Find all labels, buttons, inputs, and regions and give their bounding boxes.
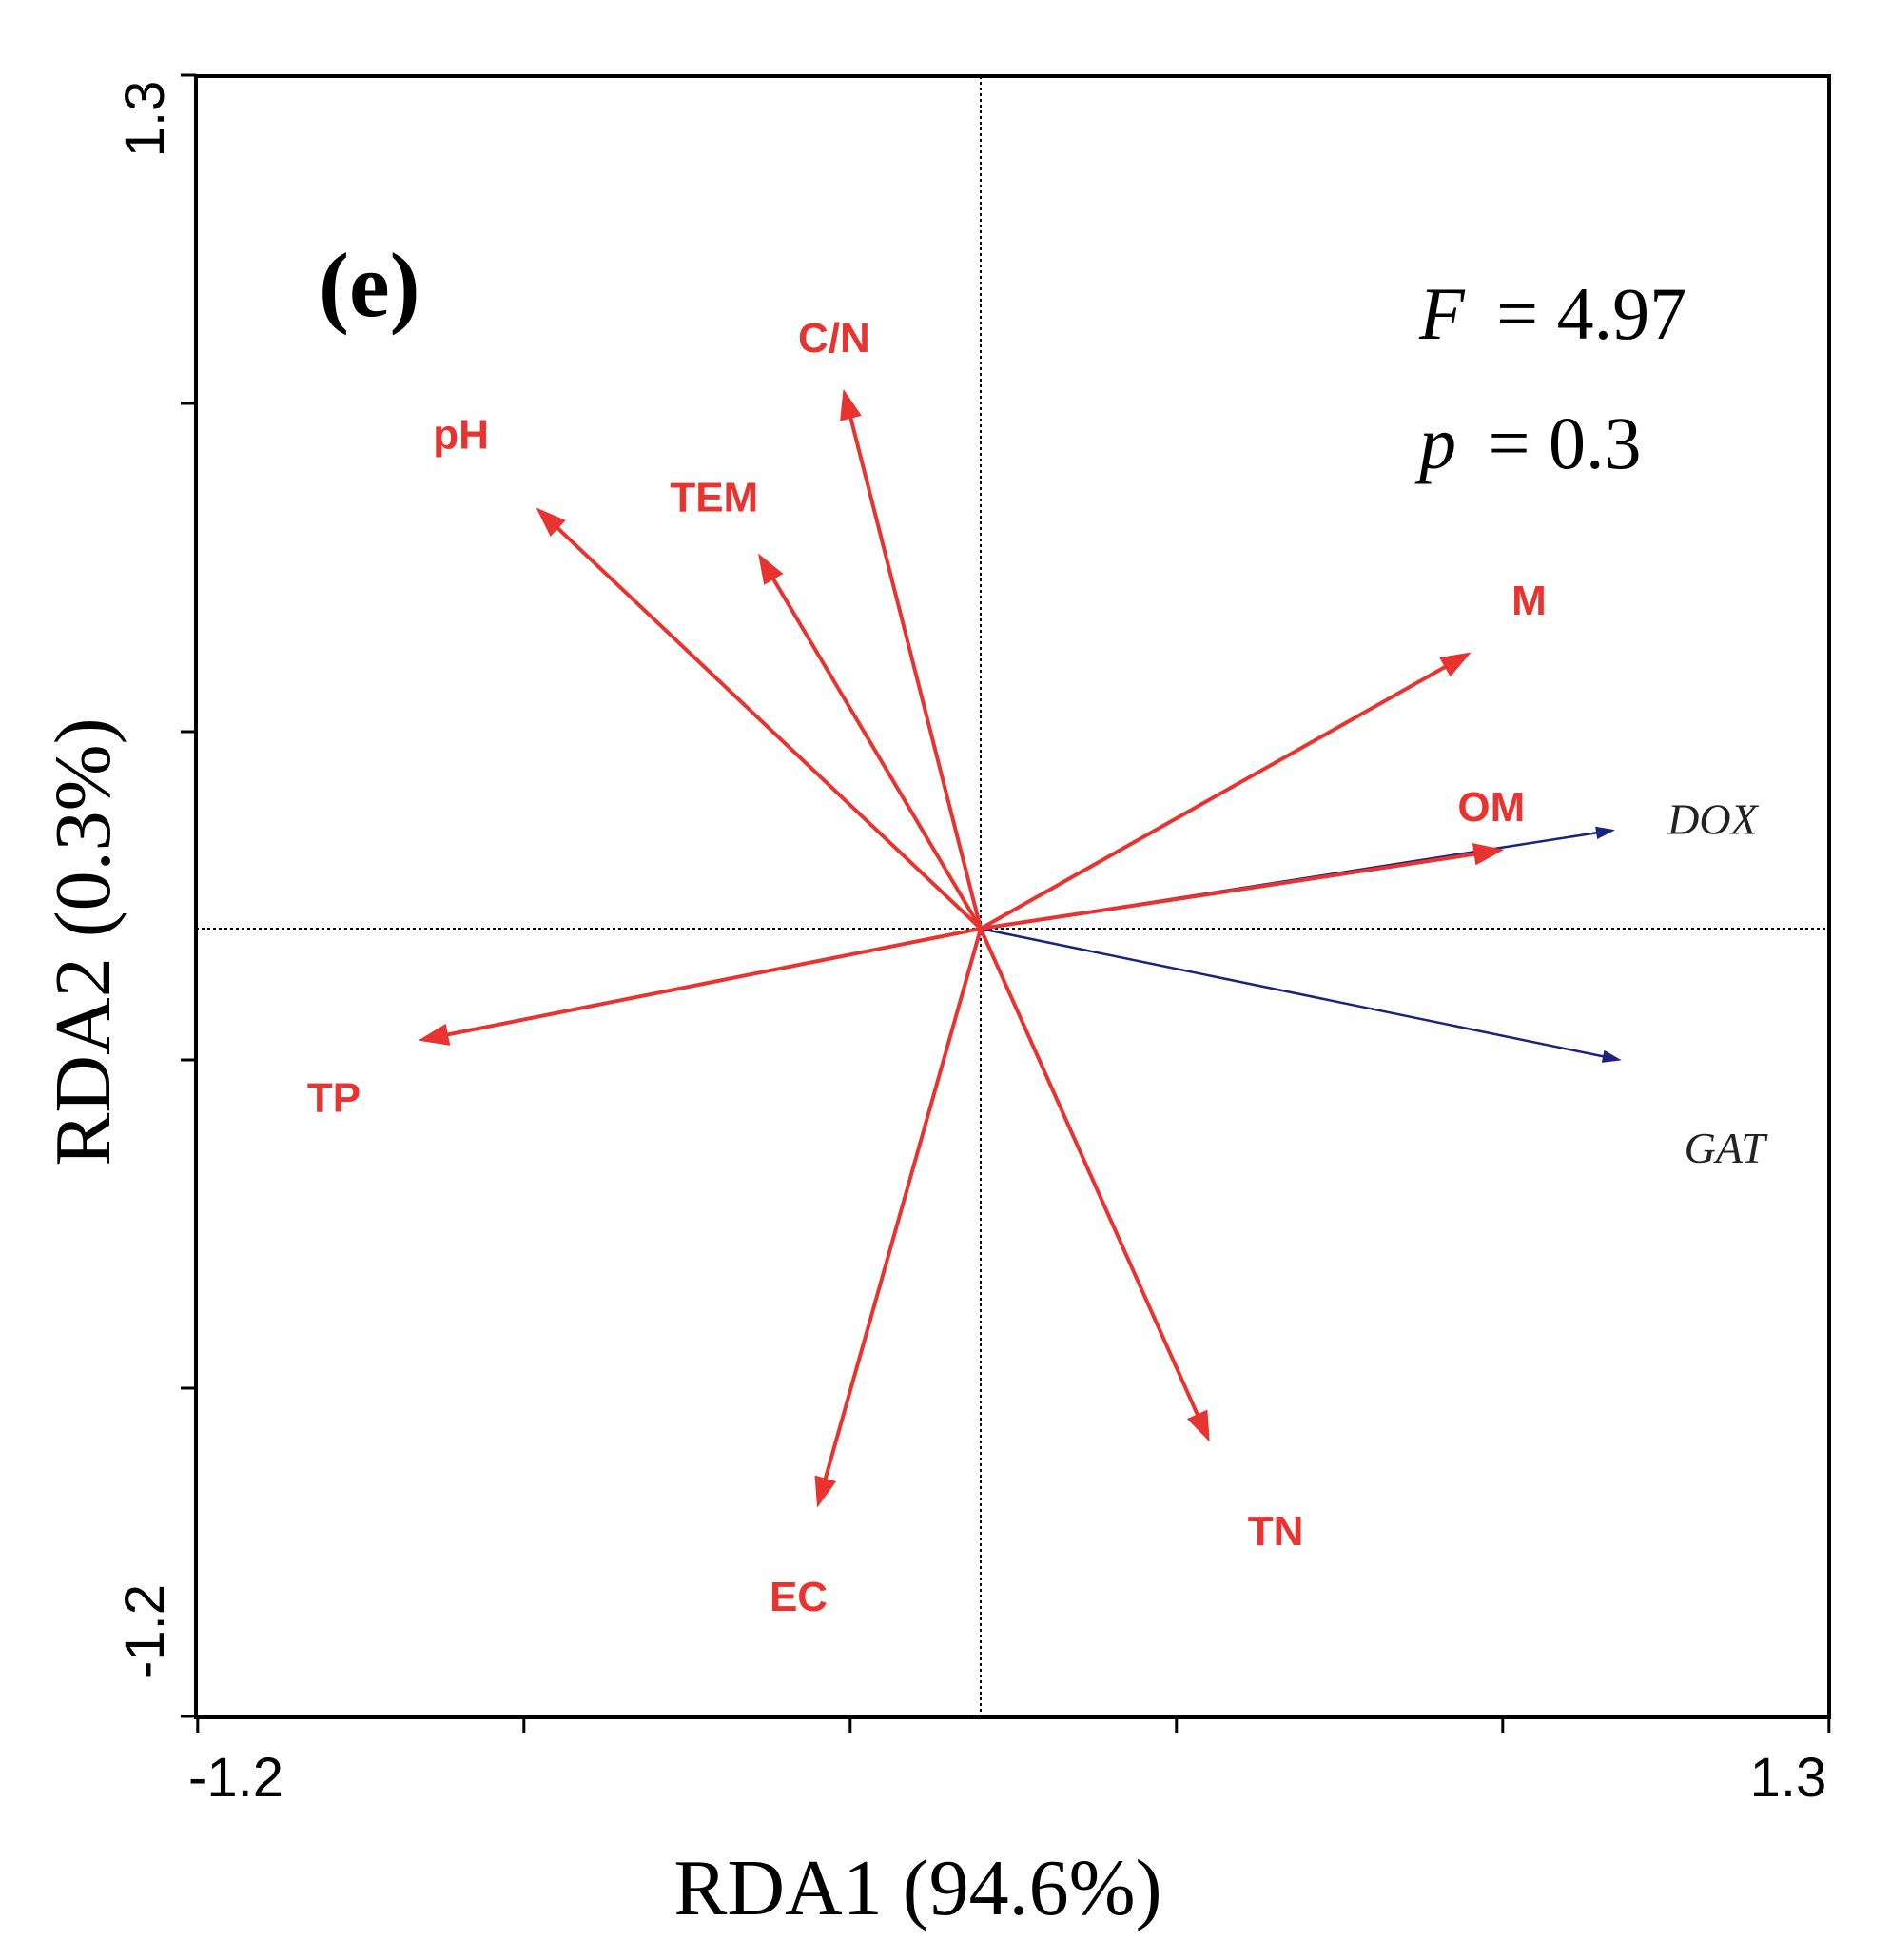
env-vector-tp-label: TP xyxy=(307,1074,361,1121)
y-axis-title: RDA2 (0.3%) xyxy=(39,717,127,1166)
env-vector-c-n-arrowhead xyxy=(840,388,862,421)
env-vector-tem-line xyxy=(771,578,983,931)
env-vector-ec-label: EC xyxy=(770,1574,828,1620)
env-vector-ph-label: pH xyxy=(433,411,489,458)
env-vector-om-arrowhead xyxy=(1472,843,1505,866)
f-value: = 4.97 xyxy=(1496,272,1686,355)
env-vector-tem-label: TEM xyxy=(670,475,758,521)
env-vector-ph-line xyxy=(556,526,983,931)
env-vector-m-line xyxy=(980,665,1447,931)
env-vector-ph-arrowhead xyxy=(536,507,566,537)
x-tick-label-min: -1.2 xyxy=(188,1747,283,1809)
env-vector-tn-arrowhead xyxy=(1186,1409,1210,1442)
env-vector-m-label: M xyxy=(1511,578,1547,624)
panel-label: (e) xyxy=(319,234,420,336)
species-vector-dox-label: DOX xyxy=(1667,795,1759,844)
p-value: = 0.3 xyxy=(1489,402,1642,484)
env-vector-c-n-line xyxy=(848,417,983,930)
p-symbol: p xyxy=(1414,402,1456,484)
env-vector-m-arrowhead xyxy=(1439,652,1472,677)
env-vector-tn-line xyxy=(979,928,1199,1416)
species-vector-dox-arrowhead xyxy=(1595,826,1615,839)
plot-frame xyxy=(194,74,1831,1719)
env-vector-tn-label: TN xyxy=(1248,1508,1304,1555)
y-tick-label-min: -1.2 xyxy=(114,1584,176,1679)
x-axis-title: RDA1 (94.6%) xyxy=(673,1844,1161,1932)
y-tick-label-max: 1.3 xyxy=(114,81,176,158)
species-vector-gat-arrowhead xyxy=(1601,1049,1622,1063)
env-vector-ec-line xyxy=(823,928,983,1480)
env-vector-tem-arrowhead xyxy=(758,553,784,585)
env-vector-tp-line xyxy=(447,927,982,1037)
axis-ticks xyxy=(181,73,1831,1733)
env-vector-om-line xyxy=(980,852,1475,931)
vector-label-group: DOX GAT C/N pH TEM M OM TP EC TN xyxy=(307,315,1768,1620)
env-vector-om-label: OM xyxy=(1457,784,1525,831)
vector-group xyxy=(418,388,1622,1508)
env-vector-c-n-label: C/N xyxy=(798,315,870,362)
species-vector-gat-label: GAT xyxy=(1685,1124,1769,1172)
f-statistic: F = 4.97 xyxy=(1418,272,1686,355)
f-symbol: F xyxy=(1418,272,1466,355)
env-vector-tp-arrowhead xyxy=(418,1023,451,1046)
x-tick-label-max: 1.3 xyxy=(1750,1747,1827,1809)
env-vector-ec-arrowhead xyxy=(814,1475,837,1508)
p-statistic: p = 0.3 xyxy=(1414,402,1642,484)
species-vector-gat-line xyxy=(980,927,1604,1058)
